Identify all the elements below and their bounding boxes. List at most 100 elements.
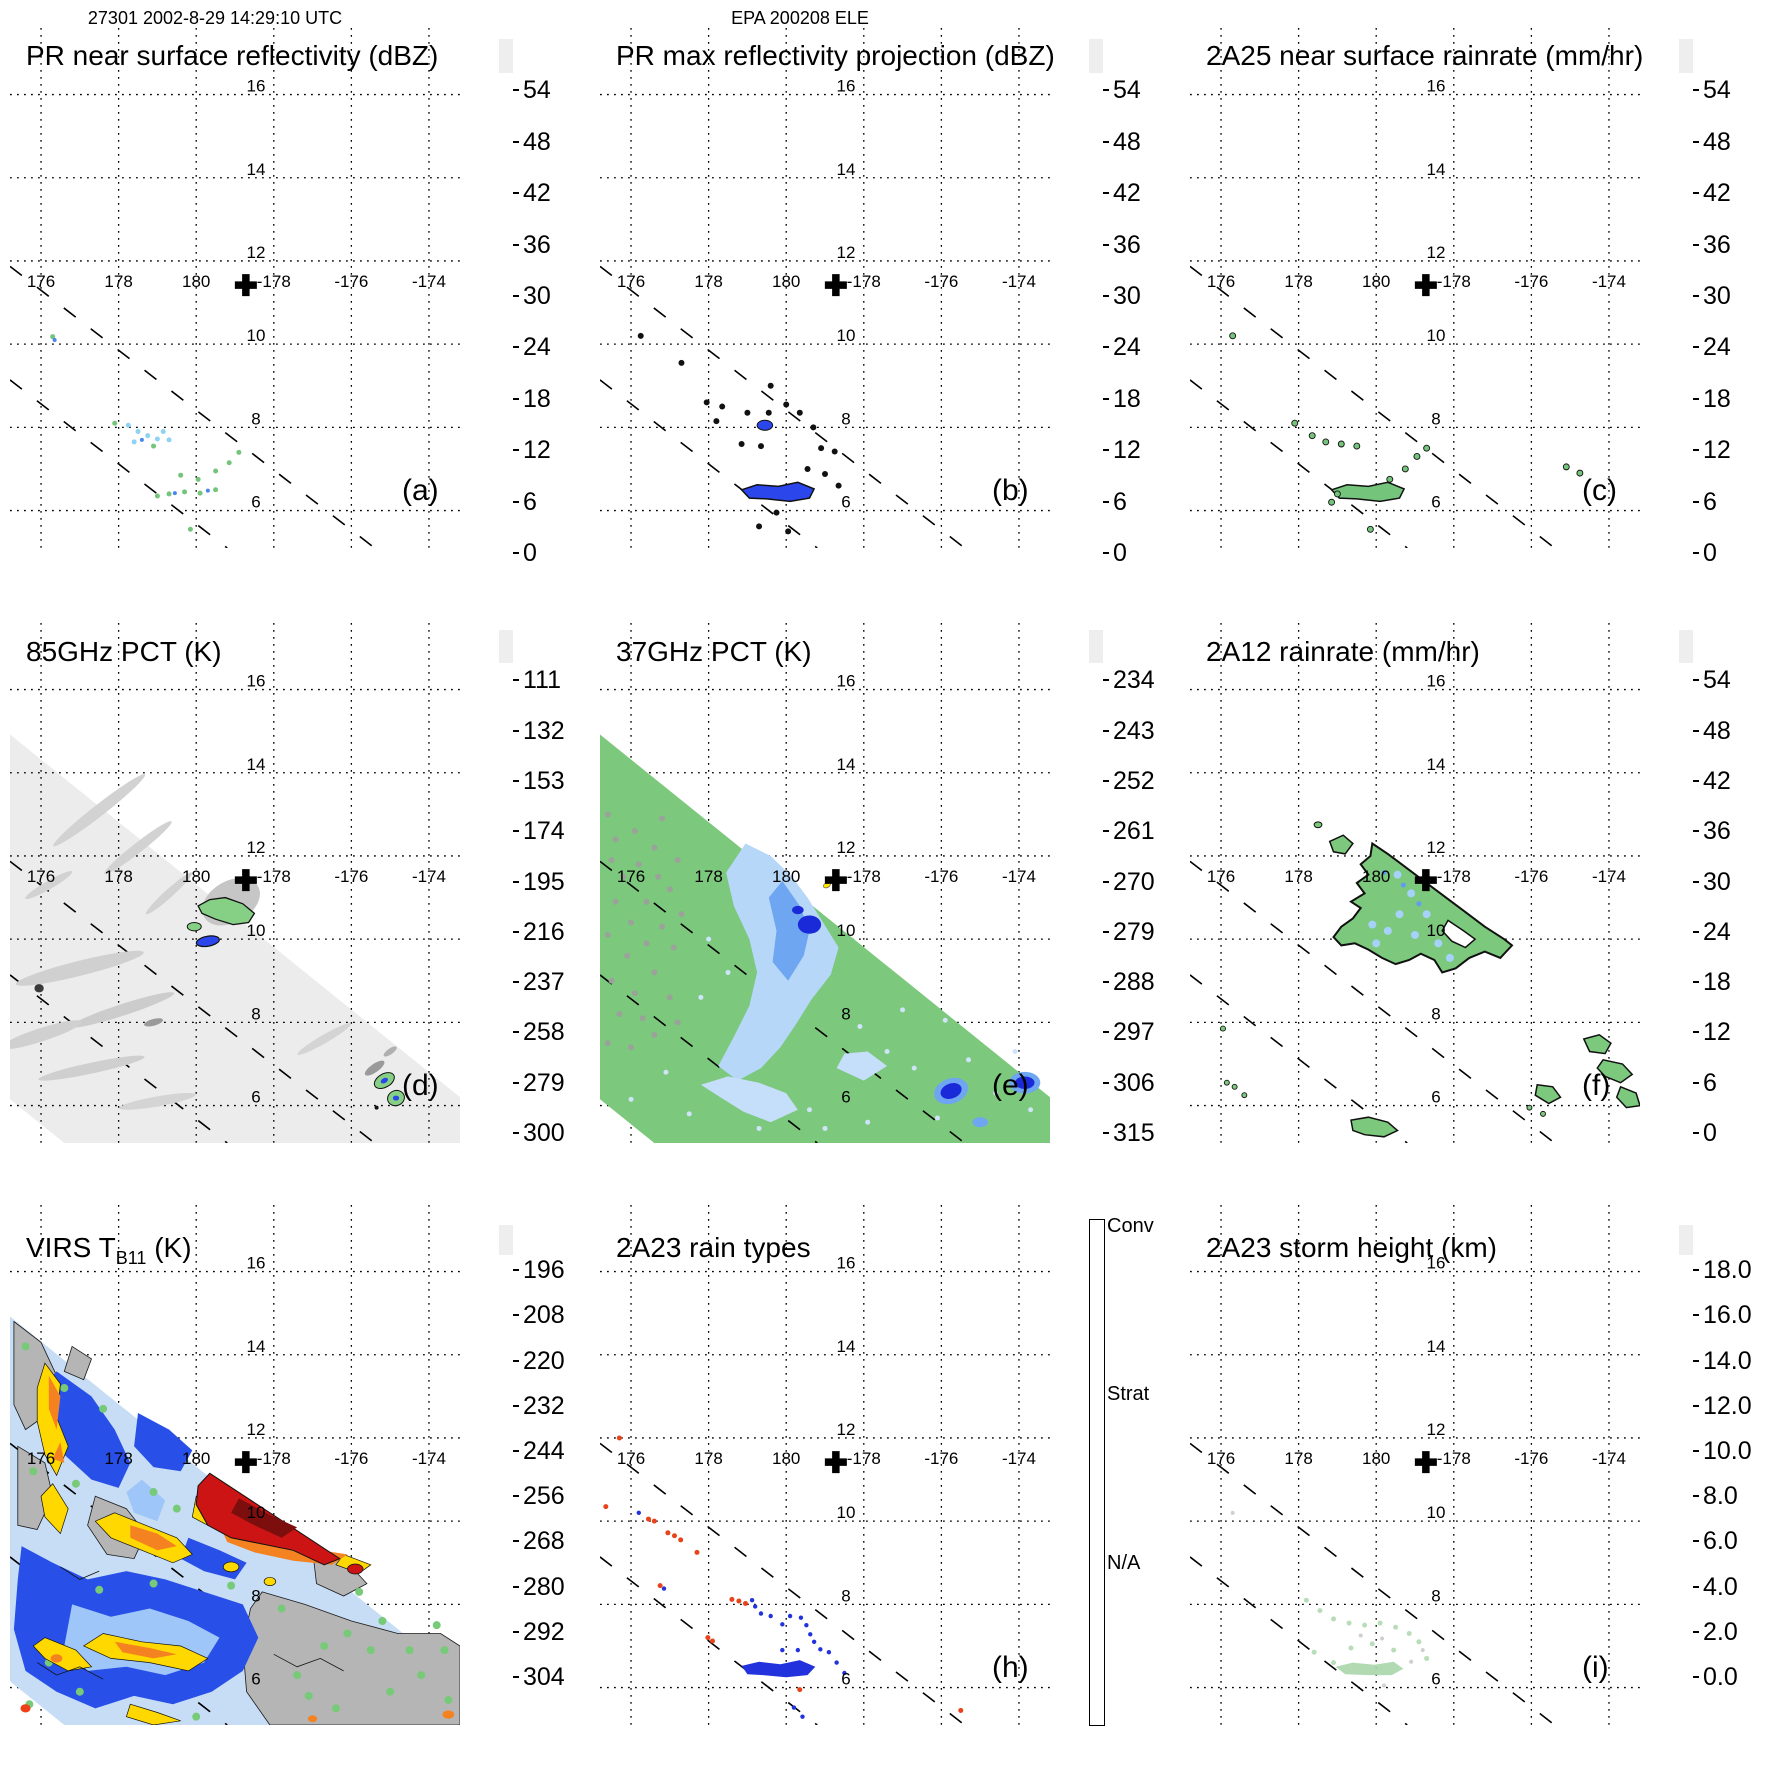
data-pixel: [665, 1530, 671, 1536]
colorbar-tick-label: 304: [523, 1663, 565, 1691]
data-pixel: [835, 482, 842, 489]
colorbar-tick-label: 6.0: [1703, 1527, 1738, 1556]
colorbar-tick: [1693, 1031, 1699, 1034]
data-pixel: [178, 472, 184, 478]
lat-axis-label: 12: [837, 1420, 856, 1439]
data-pixel: [145, 433, 151, 439]
data-pixel: [612, 836, 619, 843]
colorbar-tick-label: 232: [523, 1391, 565, 1420]
lat-axis-label: 6: [251, 1670, 260, 1689]
lat-axis-label: 6: [841, 1088, 850, 1107]
lat-axis-label: 14: [247, 1337, 266, 1356]
data-pixel: [182, 489, 188, 495]
lat-axis-label: 14: [247, 755, 266, 774]
colorbar-tick: [513, 1314, 519, 1317]
data-cell: [1328, 498, 1336, 506]
lat-axis-label: 10: [247, 1503, 266, 1522]
colorbar-tick: [1693, 552, 1699, 554]
data-blob: [383, 1046, 397, 1057]
lon-axis-label: -176: [924, 867, 958, 886]
data-blob: [1350, 1116, 1399, 1138]
data-cell: [1562, 463, 1570, 471]
lon-axis-label: -174: [1592, 867, 1626, 886]
panel-title-text: PR max reflectivity projection (dBZ): [616, 40, 1055, 71]
colorbar-tick-label: 24: [1113, 333, 1141, 362]
data-pixel: [736, 1598, 742, 1604]
colorbar-tick: [1693, 1630, 1699, 1633]
colorbar-tick: [513, 1676, 519, 1678]
data-blob: [119, 1093, 196, 1110]
data-blob: [34, 984, 44, 993]
lat-axis-label: 6: [251, 1088, 260, 1107]
data-pixel: [154, 493, 160, 499]
data-blob: [347, 1563, 364, 1575]
data-blob: [263, 1576, 277, 1586]
lat-axis-label: 12: [1427, 243, 1446, 262]
lon-axis-label: -178: [257, 867, 291, 886]
data-pixel: [651, 844, 658, 851]
colorbar-tick-label: 12: [1703, 1018, 1731, 1047]
colorbar-tick-label: 237: [523, 968, 565, 997]
colorbar-tick-label: 0.0: [1703, 1663, 1738, 1691]
data-blob: [1534, 1083, 1562, 1105]
colorbar-tick-label: 36: [1703, 230, 1731, 259]
colorbar-tick-label: 258: [523, 1018, 565, 1047]
data-pixel: [831, 448, 838, 455]
data-pixel: [1381, 870, 1387, 876]
data-pixel: [604, 932, 611, 938]
colorbar-tick-label: 292: [523, 1617, 565, 1646]
lon-axis-label: 178: [1284, 1449, 1312, 1468]
panel-title-h: 2A23 rain types: [616, 1232, 811, 1264]
colorbar-tick: [1103, 89, 1109, 92]
colorbar-a: [499, 39, 513, 553]
data-pixel: [993, 1090, 999, 1096]
panel-corner-label: (b): [992, 474, 1029, 507]
data-cell: [1223, 1079, 1230, 1086]
colorbar-tick-label: 153: [523, 766, 565, 795]
lat-axis-label: 10: [1427, 326, 1446, 345]
data-pixel: [125, 422, 131, 428]
data-pixel: [645, 1516, 651, 1522]
lon-axis-label: -176: [334, 867, 368, 886]
panel-corner-label: (d): [402, 1069, 439, 1102]
data-pixel: [686, 1111, 692, 1117]
data-pixel: [603, 1504, 609, 1510]
data-pixel: [320, 1641, 329, 1650]
data-pixel: [822, 470, 828, 477]
colorbar-tick: [1103, 346, 1109, 349]
colorbar-segment: [499, 39, 513, 73]
lon-axis-label: 178: [1284, 272, 1312, 291]
colorbar-tick-label: 243: [1113, 716, 1155, 745]
lon-axis-label: -178: [847, 1449, 881, 1468]
panel-title-text: 37GHz PCT (K): [616, 636, 812, 667]
data-cell: [1291, 419, 1299, 427]
colorbar-tick: [513, 1031, 519, 1034]
data-pixel: [95, 1585, 104, 1594]
colorbar-tick: [1693, 500, 1699, 503]
colorbar-tick: [1693, 1450, 1699, 1452]
lat-axis-label: 10: [837, 921, 856, 940]
data-pixel: [900, 1007, 906, 1013]
data-pixel: [154, 436, 160, 442]
panel-title-i: 2A23 storm height (km): [1206, 1232, 1497, 1264]
data-pixel: [783, 401, 790, 408]
lat-axis-label: 8: [251, 1004, 260, 1023]
lat-axis-label: 6: [251, 493, 260, 512]
data-pixel: [806, 1107, 812, 1113]
data-pixel: [1368, 920, 1377, 929]
data-pixel: [1420, 1648, 1425, 1653]
colorbar-tick-label: 30: [523, 282, 551, 310]
data-pixel: [236, 449, 242, 455]
colorbar-tick-label: 36: [523, 230, 551, 259]
data-blob: [1328, 834, 1354, 855]
data-pixel: [738, 441, 745, 447]
data-blob: [144, 1018, 163, 1027]
data-pixel: [99, 1404, 108, 1413]
lat-axis-label: 8: [251, 1586, 260, 1605]
data-pixel: [643, 898, 650, 905]
data-pixel: [780, 1622, 785, 1627]
colorbar-tick: [513, 1359, 519, 1362]
data-pixel: [1348, 1645, 1354, 1651]
colorbar-tick-label: 6: [1113, 487, 1127, 516]
data-pixel: [1381, 1683, 1386, 1688]
